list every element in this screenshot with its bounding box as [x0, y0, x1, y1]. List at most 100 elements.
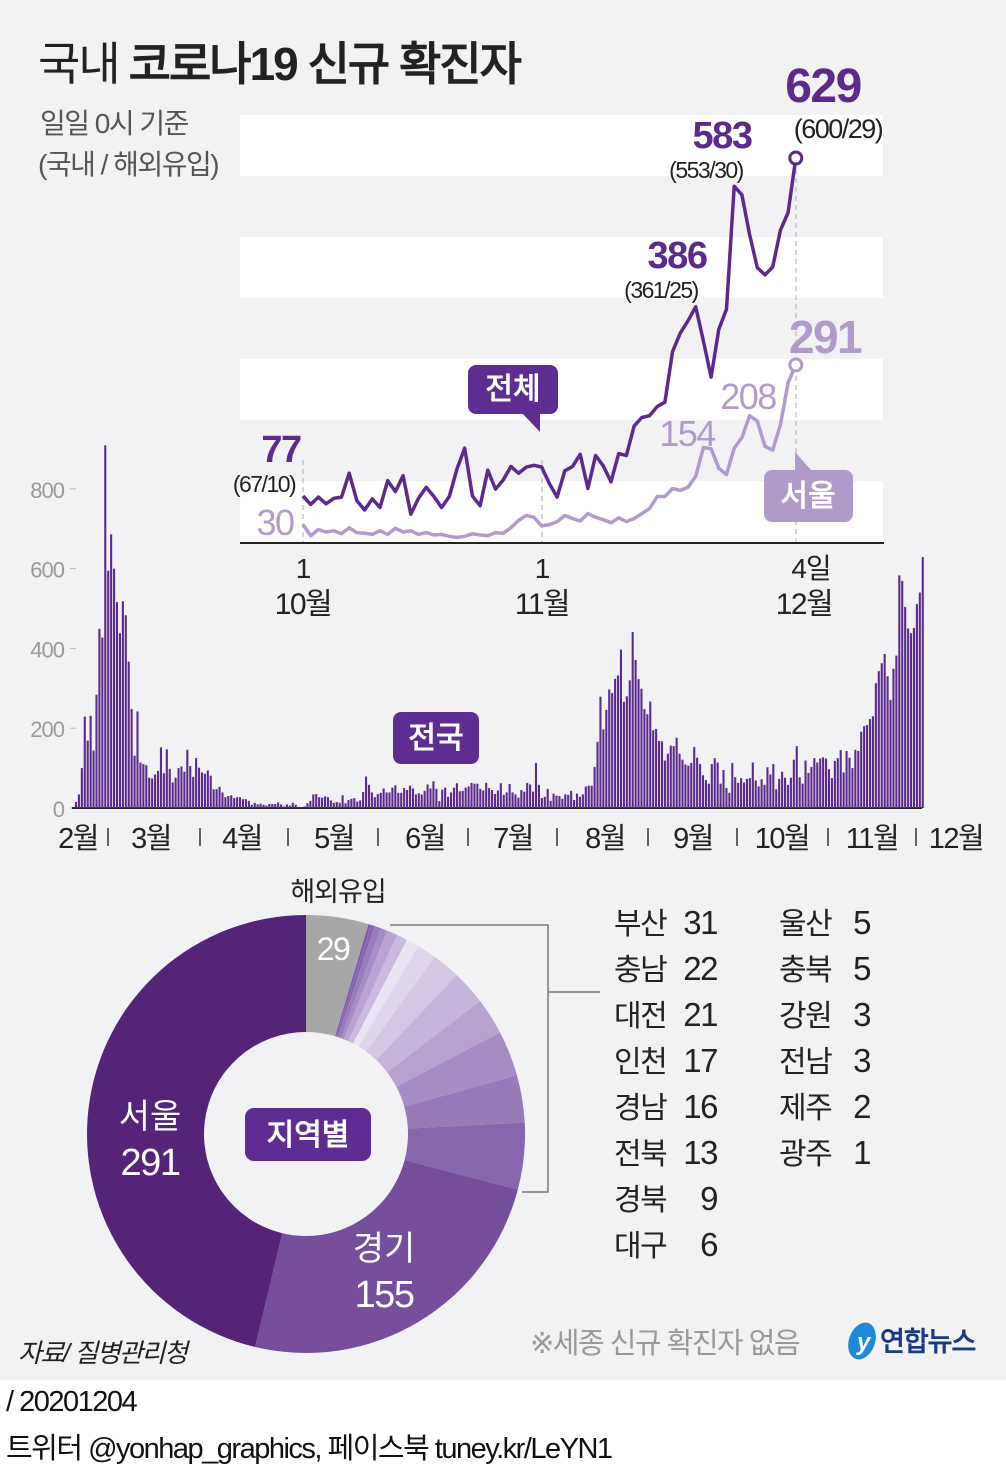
bar: [382, 788, 385, 808]
month-label: 5월: [314, 822, 354, 855]
x-tick-month: 11월: [515, 588, 569, 621]
seoul-end-marker: [788, 357, 804, 373]
bar: [614, 678, 617, 808]
bar: [514, 794, 517, 808]
bar: [660, 741, 664, 808]
region-value: 3: [853, 1042, 870, 1079]
bar: [707, 783, 710, 808]
bar: [690, 762, 693, 808]
bar: [508, 784, 511, 808]
region-value: 3: [853, 996, 870, 1033]
bar: [813, 758, 816, 808]
region-value: 9: [700, 1180, 717, 1217]
bar: [280, 804, 283, 808]
month-label: 12월: [929, 822, 983, 855]
bar: [174, 777, 177, 808]
donut-slice: [404, 1122, 526, 1190]
bar: [485, 782, 488, 808]
footer-social[interactable]: 트위터 @yonhap_graphics, 페이스북 tuney.kr/LeYN…: [6, 1433, 613, 1465]
region-value: 31: [683, 904, 717, 941]
title: 국내 코로나19 신규 확진자: [38, 38, 522, 90]
bar: [710, 764, 713, 808]
bar: [365, 776, 368, 808]
bar: [719, 783, 722, 808]
bar: [921, 557, 924, 808]
bar: [549, 800, 552, 808]
line-annotations: 77 (67/10) 30 386 (361/25) 583 (553/30) …: [233, 60, 884, 543]
bar: [282, 806, 286, 808]
bar: [907, 628, 910, 808]
bar: [871, 716, 874, 808]
bar: [168, 768, 171, 808]
bar: [593, 766, 596, 808]
y-tick-label: 600: [30, 558, 64, 583]
bar: [584, 786, 587, 808]
x-tick-day: 4일: [791, 553, 830, 584]
bar-chart: [72, 445, 924, 808]
subtitle-legend: (국내 / 해외유입): [38, 149, 218, 180]
bar: [772, 764, 775, 808]
line-chart: 1 10월 1 11월 4일 12월: [240, 150, 884, 621]
bar: [300, 807, 303, 808]
bar: [323, 796, 327, 808]
donut-labels: 해외유입 29 서울 291 경기 155 지역별: [119, 877, 416, 1316]
bar: [171, 782, 174, 808]
donut-slice: [358, 946, 435, 1052]
bar: [244, 799, 247, 808]
footer-date: / 20201204: [6, 1386, 138, 1418]
bar: [77, 794, 80, 808]
region-value: 22: [683, 950, 717, 987]
bar: [883, 653, 886, 808]
region-name: 전남: [779, 1046, 832, 1079]
bar: [124, 615, 127, 808]
donut-slice: [348, 934, 408, 1044]
bar: [795, 746, 798, 808]
bar: [540, 798, 543, 808]
region-name: 인천: [614, 1046, 666, 1079]
bar: [866, 725, 869, 808]
bar: [740, 778, 743, 808]
bar: [625, 696, 628, 808]
seoul-line-label: 서울: [764, 452, 853, 522]
bar: [104, 445, 107, 808]
donut-slice: [306, 915, 369, 1037]
bar: [825, 758, 828, 808]
bar: [892, 668, 895, 808]
bar: [523, 791, 526, 808]
y-tick-label: 400: [30, 637, 64, 662]
bar: [151, 778, 154, 808]
bar: [798, 777, 801, 808]
region-name: 충북: [779, 954, 831, 987]
bar: [493, 794, 497, 808]
bar: [909, 633, 913, 808]
bar: [192, 776, 195, 808]
bar: [467, 786, 470, 808]
bar: [918, 592, 921, 808]
bar: [277, 802, 280, 808]
bar: [98, 628, 101, 808]
bar: [517, 797, 520, 808]
month-label: 7월: [493, 822, 533, 855]
bar: [713, 758, 716, 808]
bar: [555, 795, 558, 808]
bar: [271, 804, 274, 808]
bar: [455, 783, 458, 808]
bar: [716, 762, 719, 808]
bar: [92, 750, 95, 808]
bar: [449, 792, 453, 808]
bar: [203, 773, 206, 808]
bar: [511, 792, 514, 808]
bar: [95, 694, 98, 808]
bar: [915, 604, 918, 808]
bar: [110, 534, 113, 808]
bar: [564, 794, 567, 808]
bar: [423, 790, 426, 808]
infographic: 국내 코로나19 신규 확진자 일일 0시 기준 (국내 / 해외유입) 0 200…: [0, 0, 1006, 1380]
bar: [247, 800, 250, 808]
bar: [854, 749, 857, 808]
region-donut-chart: [87, 915, 526, 1353]
bar: [376, 794, 379, 808]
donut-slice: [353, 939, 419, 1047]
bar: [529, 784, 532, 808]
bar: [444, 787, 447, 808]
